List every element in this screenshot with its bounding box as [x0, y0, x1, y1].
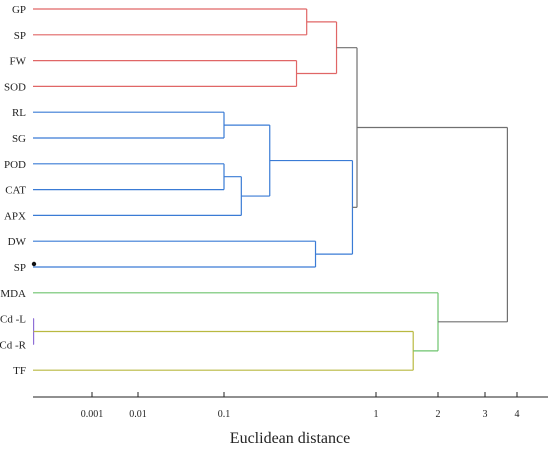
branch-m11: [32, 318, 35, 345]
x-tick-label: 1: [374, 409, 379, 420]
leaf-label: CAT: [5, 185, 26, 197]
branch-m1: [33, 8, 308, 36]
branch-m12: [33, 330, 414, 371]
leaf-label: TF: [13, 365, 26, 377]
leaf-label: SOD: [4, 81, 26, 93]
leaf-label: SP: [14, 262, 26, 274]
x-tick-label: 0.001: [81, 409, 104, 420]
x-tick-label: 2: [436, 409, 441, 420]
dendrogram-branches: [32, 8, 508, 371]
x-axis-title: Euclidean distance: [230, 430, 350, 447]
leaf-label: GP: [12, 4, 26, 16]
leaf-labels: GP SP FW SOD RL SG POD CAT APX DW SP MDA Cd -L Cd -R T…: [0, 4, 37, 377]
leaf-label: Cd -L: [0, 314, 26, 326]
branch-m2: [33, 59, 298, 88]
leaf-marker-dot: [31, 261, 37, 267]
branch-m6: [33, 176, 242, 216]
branch-m5: [33, 163, 225, 191]
branch-m7: [224, 124, 271, 197]
leaf-label: RL: [12, 107, 26, 119]
branch-m9: [269, 159, 354, 255]
x-axis: 0.001 0.01 0.1 1 2 3 4: [33, 392, 548, 420]
leaf-label: FW: [10, 56, 27, 68]
x-tick-label: 0.01: [129, 409, 147, 420]
leaf-label: DW: [8, 236, 27, 248]
branch-m13: [33, 292, 439, 352]
leaf-label: POD: [4, 159, 26, 171]
branch-m8: [33, 240, 317, 268]
leaf-label: SP: [14, 30, 26, 42]
branch-m3: [296, 21, 338, 75]
branch-m4: [33, 111, 225, 139]
leaf-label: Cd -R: [0, 339, 27, 351]
leaf-label: MDA: [0, 288, 26, 300]
leaf-label: SG: [12, 133, 26, 145]
x-tick-label: 3: [483, 409, 488, 420]
leaf-label: APX: [4, 210, 26, 222]
branch-m10: [336, 47, 358, 208]
x-tick-label: 0.1: [218, 409, 231, 420]
x-tick-label: 4: [515, 409, 520, 420]
branch-m14: [357, 126, 508, 323]
